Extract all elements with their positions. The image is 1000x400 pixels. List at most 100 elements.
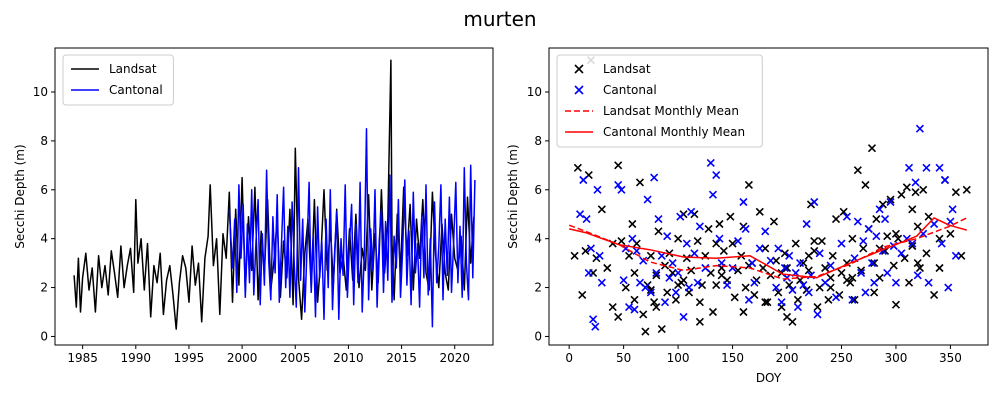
point-landsat [853,166,862,175]
point-cantonal [582,215,591,224]
point-cantonal [693,278,702,287]
point-landsat [755,207,764,216]
point-landsat [791,239,800,248]
xtick-label: 2005 [280,351,311,365]
point-cantonal [772,283,781,292]
point-landsat [578,290,587,299]
point-landsat [894,234,903,243]
point-cantonal [951,251,960,260]
point-cantonal [937,239,946,248]
point-landsat [608,303,617,312]
point-cantonal [584,268,593,277]
point-landsat [824,295,833,304]
point-landsat [793,295,802,304]
point-cantonal [750,278,759,287]
ytick-label: 2 [40,281,48,295]
point-cantonal [639,256,648,265]
point-cantonal [619,276,628,285]
point-landsat [900,254,909,263]
axes-timeseries: 1985 1990 1995 2000 2005 2010 2015 20200246810 … [13,47,494,365]
point-cantonal [701,263,710,273]
point-cantonal [766,256,775,265]
point-cantonal [676,212,685,221]
point-landsat [695,317,704,326]
point-cantonal [911,178,920,187]
point-landsat [693,237,702,246]
point-cantonal [831,293,841,302]
point-cantonal [861,288,870,297]
point-cantonal [796,259,805,268]
point-landsat [935,234,944,243]
point-cantonal [886,197,895,207]
series-line-cantonal [228,127,476,328]
legend-timeseries: Landsat Cantonal [62,54,174,106]
xtick-label: 250 [830,351,853,365]
point-cantonal [687,207,696,216]
point-cantonal [777,298,786,307]
legend-label-landsat: Landsat [109,62,157,76]
point-cantonal [883,268,892,277]
point-landsat [715,219,724,229]
point-cantonal [842,212,851,221]
point-cantonal [617,185,626,194]
point-landsat [870,288,879,297]
point-cantonal [864,224,873,233]
point-cantonal [904,163,914,172]
point-cantonal [793,303,802,312]
point-landsat [671,295,680,304]
point-landsat [614,312,623,321]
point-cantonal [597,278,606,287]
point-cantonal [848,295,857,304]
point-landsat [782,263,792,273]
point-cantonal [739,197,748,207]
point-landsat [769,217,779,226]
point-landsat [657,325,666,334]
point-landsat [924,212,933,221]
point-cantonal [774,244,783,253]
point-landsat [646,251,655,260]
point-landsat [744,180,753,189]
point-cantonal [815,249,824,258]
point-landsat [654,227,663,236]
point-cantonal [715,234,724,243]
point-cantonal [728,263,737,273]
point-landsat [603,263,612,273]
point-landsat [804,266,813,275]
xtick-label: 50 [616,351,631,365]
point-landsat [828,251,837,260]
point-cantonal [690,249,699,258]
point-landsat [817,237,826,246]
ytick-label: 0 [534,329,542,343]
ytick-label: 6 [40,183,48,197]
point-cantonal [908,239,917,248]
point-cantonal [614,180,623,189]
point-landsat [682,254,691,263]
point-cantonal [579,175,588,185]
xtick-label: 200 [776,351,799,365]
point-cantonal [593,185,602,194]
xtick-label: 2000 [227,351,258,365]
point-landsat [728,239,737,248]
point-landsat [630,268,639,277]
point-landsat [788,317,797,326]
point-landsat [839,207,848,216]
point-cantonal [586,244,596,253]
point-landsat [695,298,704,307]
ytick-label: 6 [534,183,542,197]
point-landsat [652,271,661,280]
point-cantonal [935,163,944,172]
point-landsat [581,246,590,255]
point-cantonal [930,219,939,229]
point-landsat [889,261,898,270]
xtick-label: 350 [939,351,962,365]
point-landsat [785,281,794,290]
xtick-label: 300 [884,351,907,365]
point-landsat [810,237,819,246]
point-landsat [913,259,922,268]
ytick-label: 10 [33,85,48,99]
point-cantonal [733,237,743,246]
point-cantonal [706,158,715,167]
point-landsat [913,222,922,231]
point-landsat [630,295,639,304]
